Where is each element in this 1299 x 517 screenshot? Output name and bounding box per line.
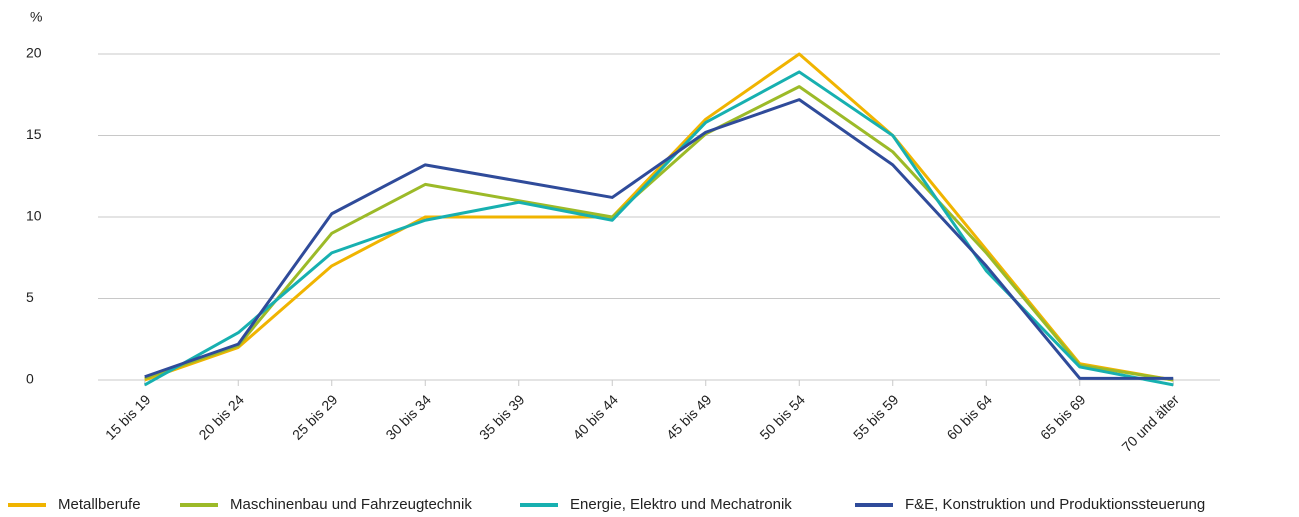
x-tick-label: 40 bis 44	[569, 391, 621, 443]
series-line	[144, 98, 1174, 380]
series-line	[144, 85, 1174, 382]
x-tick-label: 60 bis 64	[943, 391, 995, 443]
series-line	[144, 70, 1174, 387]
y-tick-label: 15	[26, 126, 42, 142]
legend-label: Energie, Elektro und Mechatronik	[570, 496, 792, 513]
y-tick-label: 5	[26, 289, 34, 305]
legend-label: Maschinenbau und Fahrzeugtechnik	[230, 496, 472, 513]
legend: Metallberufe Maschinenbau und Fahrzeugtec…	[8, 496, 1205, 513]
x-tick-label: 30 bis 34	[382, 391, 434, 443]
legend-label: Metallberufe	[58, 496, 141, 513]
x-tick-label: 20 bis 24	[195, 391, 247, 443]
y-tick-label: 10	[26, 208, 42, 224]
y-tick-label: 20	[26, 45, 42, 61]
x-tick-label: 55 bis 59	[850, 391, 902, 443]
series-line	[144, 52, 1174, 382]
x-tick-label: 15 bis 19	[102, 391, 154, 443]
x-tick-label: 35 bis 39	[476, 391, 528, 443]
x-tick-label: 25 bis 29	[289, 391, 341, 443]
x-tick-label: 70 und älter	[1118, 391, 1182, 455]
y-tick-label: 0	[26, 371, 34, 387]
legend-label: F&E, Konstruktion und Produktionssteueru…	[905, 496, 1205, 513]
x-tick-label: 65 bis 69	[1037, 391, 1089, 443]
x-tick-label: 50 bis 54	[756, 391, 808, 443]
x-tick-label: 45 bis 49	[663, 391, 715, 443]
y-axis-label: %	[30, 9, 42, 25]
